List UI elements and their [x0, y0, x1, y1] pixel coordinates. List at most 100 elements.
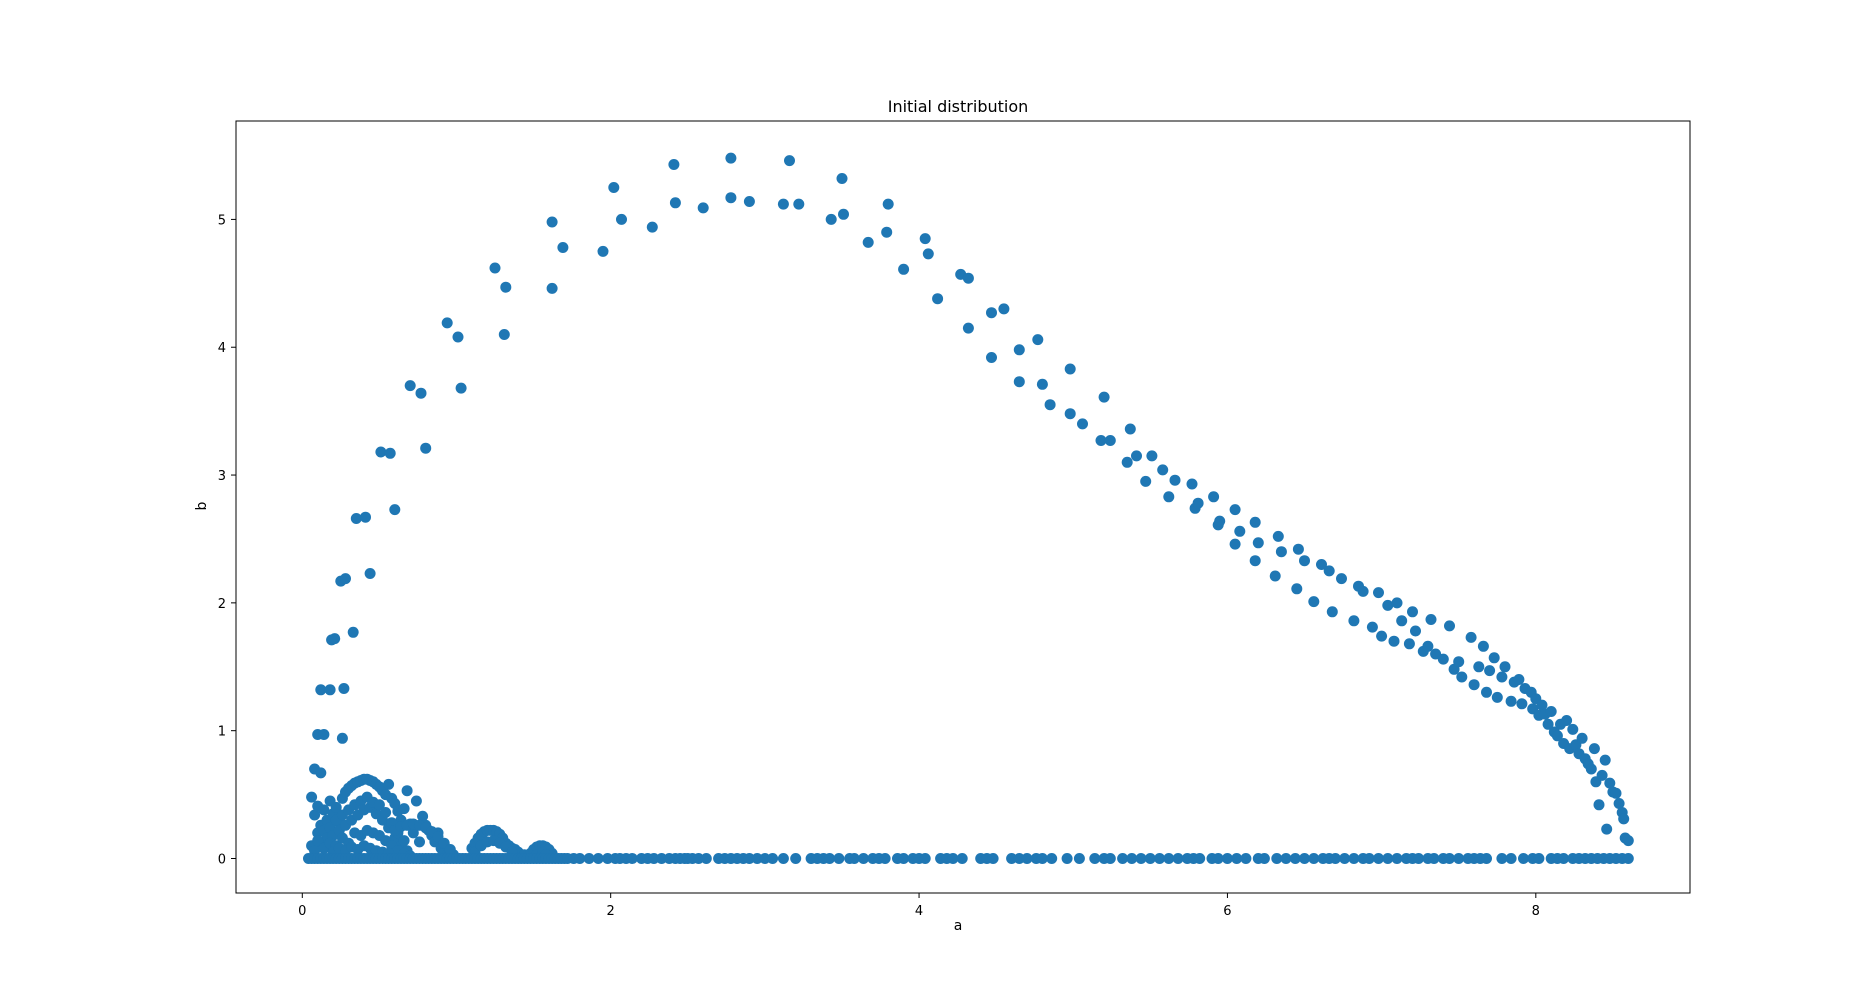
data-point — [1135, 853, 1147, 864]
data-point — [1292, 543, 1304, 555]
data-point — [1308, 853, 1320, 864]
data-point — [329, 633, 341, 645]
x-tick-label: 4 — [915, 904, 923, 919]
data-point — [1622, 853, 1634, 864]
data-point — [1095, 435, 1107, 446]
data-point — [862, 236, 874, 248]
data-point — [1021, 853, 1033, 864]
data-point — [1163, 491, 1175, 503]
data-point — [498, 329, 510, 340]
data-point — [1154, 853, 1166, 864]
data-point — [1229, 538, 1241, 550]
data-point — [1308, 596, 1320, 608]
data-point — [1477, 640, 1489, 652]
data-point — [1208, 491, 1220, 503]
data-point — [1396, 615, 1408, 627]
data-point — [922, 248, 934, 260]
data-point — [1299, 555, 1310, 567]
data-point — [315, 684, 327, 696]
data-point — [1231, 853, 1243, 864]
data-point — [646, 221, 658, 233]
data-point — [1229, 504, 1241, 516]
data-point — [1465, 631, 1477, 643]
data-point — [364, 568, 376, 579]
data-point — [656, 853, 668, 864]
y-tick-label: 0 — [218, 852, 226, 867]
data-point — [1044, 399, 1056, 411]
data-point — [1382, 853, 1394, 864]
data-point — [1186, 478, 1198, 490]
data-point — [1403, 638, 1415, 650]
data-point — [1588, 743, 1600, 755]
data-point — [592, 853, 604, 864]
data-point — [1599, 754, 1611, 766]
data-point — [1032, 334, 1044, 346]
data-point — [375, 446, 387, 458]
data-point — [1326, 606, 1338, 618]
x-axis-label: a — [954, 918, 963, 934]
data-point — [1291, 583, 1303, 595]
data-point — [373, 799, 385, 811]
data-point — [1453, 656, 1465, 668]
data-point — [557, 242, 569, 253]
data-point — [1505, 853, 1517, 864]
data-point — [415, 387, 427, 399]
data-point — [838, 208, 849, 220]
data-point — [318, 729, 330, 740]
data-point — [1536, 699, 1548, 711]
data-point — [1194, 853, 1206, 864]
data-point — [318, 804, 330, 816]
data-point — [420, 442, 432, 454]
data-point — [1348, 853, 1360, 864]
y-tick-label: 3 — [218, 469, 226, 484]
data-point — [1505, 695, 1517, 707]
data-point — [1252, 537, 1264, 549]
data-point — [898, 263, 910, 275]
data-point — [882, 198, 894, 210]
data-point — [489, 262, 501, 274]
data-point — [1077, 418, 1088, 430]
data-point — [825, 213, 837, 225]
data-point — [858, 853, 869, 864]
data-point — [1499, 661, 1511, 673]
data-point — [919, 853, 931, 864]
data-point — [1542, 718, 1554, 730]
data-point — [441, 317, 453, 329]
data-point — [1126, 853, 1138, 864]
data-point — [1437, 653, 1449, 665]
data-point — [1329, 853, 1341, 864]
data-point — [1484, 665, 1496, 677]
data-point — [1089, 853, 1101, 864]
data-point — [1601, 823, 1613, 835]
data-point — [1413, 853, 1425, 864]
data-point — [1496, 671, 1508, 683]
data-point — [1192, 497, 1204, 509]
data-point — [1425, 614, 1437, 625]
y-tick-label: 5 — [218, 213, 226, 228]
data-point — [1357, 585, 1369, 597]
plot-frame — [235, 120, 1691, 894]
x-axis-ticks: 0 2 4 6 8 — [298, 893, 1540, 919]
data-point — [1299, 853, 1310, 864]
data-point — [1593, 799, 1605, 811]
x-tick-label: 2 — [607, 904, 615, 919]
data-point — [1488, 652, 1500, 664]
data-point — [1240, 853, 1252, 864]
data-point — [836, 173, 848, 184]
data-point — [444, 844, 456, 855]
data-point — [384, 447, 396, 459]
data-point — [1013, 853, 1025, 864]
data-point — [743, 853, 755, 864]
data-point — [398, 803, 410, 815]
x-tick-label: 8 — [1532, 904, 1540, 919]
data-point — [1258, 853, 1270, 864]
data-point — [1496, 853, 1508, 864]
data-point — [962, 272, 974, 284]
data-point — [546, 216, 558, 228]
data-point — [546, 282, 558, 294]
data-point — [1323, 565, 1335, 577]
data-point — [743, 196, 755, 207]
data-point — [1382, 599, 1394, 611]
data-point — [1214, 515, 1226, 527]
